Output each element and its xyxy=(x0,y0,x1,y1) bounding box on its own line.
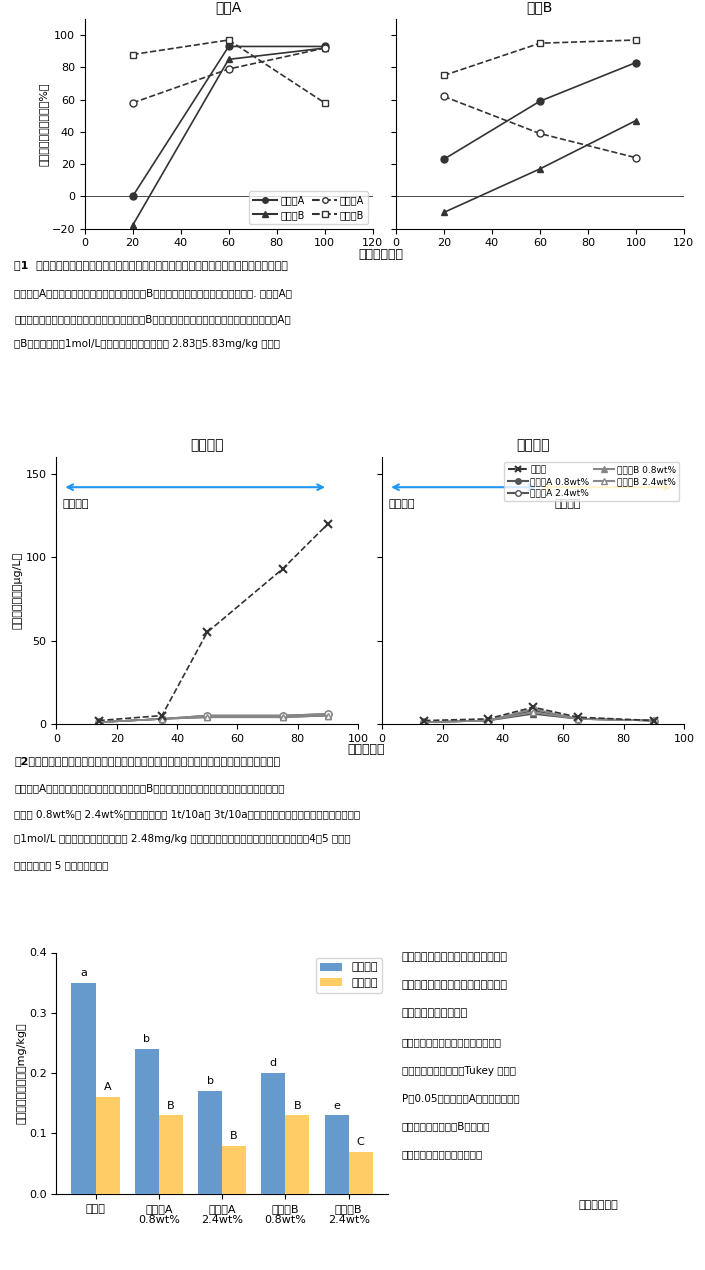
Bar xyxy=(159,1115,183,1194)
Text: B: B xyxy=(167,1101,175,1110)
Y-axis label: 玄米無機ヒ素濃度（mg/kg）: 玄米無機ヒ素濃度（mg/kg） xyxy=(16,1022,26,1124)
Text: 副産物Aは使用済スチールショット、副産物Bはスチールショット製造時の副産物。施用量で: 副産物Aは使用済スチールショット、副産物Bはスチールショット製造時の副産物。施用… xyxy=(14,784,285,794)
Text: B: B xyxy=(293,1101,301,1110)
Text: b: b xyxy=(143,1034,150,1044)
Text: 酸化鉄を主成分とする市販含鉄資材、市販品Bは金属鉄を主成分とする市販含鉄資材。土壌A、: 酸化鉄を主成分とする市販含鉄資材、市販品Bは金属鉄を主成分とする市販含鉄資材。土… xyxy=(14,314,291,324)
Y-axis label: 溶存ヒ素濃度低減率（%）: 溶存ヒ素濃度低減率（%） xyxy=(39,83,49,165)
Bar xyxy=(135,1049,159,1194)
Text: 移植後日数: 移植後日数 xyxy=(348,743,386,756)
Legend: 無施用, 副産物A 0.8wt%, 副産物A 2.4wt%, 副産物B 0.8wt%, 副産物B 2.4wt%: 無施用, 副産物A 0.8wt%, 副産物A 2.4wt%, 副産物B 0.8w… xyxy=(504,462,680,502)
Y-axis label: 溶存ヒ素濃度（µg/L）: 溶存ヒ素濃度（µg/L） xyxy=(13,552,23,629)
Legend: 湛水栽培, 節水栽培: 湛水栽培, 節水栽培 xyxy=(316,958,382,992)
Text: e: e xyxy=(333,1101,340,1110)
Text: 1mol/L 塩酸可溶ヒ素をそれぞれ 2.48mg/kg 含む。節水栽培の節水期間は、土壌乾燥（4〜5 日間）: 1mol/L 塩酸可溶ヒ素をそれぞれ 2.48mg/kg 含む。節水栽培の節水期… xyxy=(14,834,350,845)
Text: A: A xyxy=(104,1082,111,1092)
Text: 副産物Aは使用済スチールショット、副産物Bはスチールショット製造時の副産物. 市販品Aは: 副産物Aは使用済スチールショット、副産物Bはスチールショット製造時の副産物. 市… xyxy=(14,288,292,298)
Text: 間は有意な差を示す（Tukey 検定、: 間は有意な差を示す（Tukey 検定、 xyxy=(402,1066,516,1076)
Text: 湛水期間: 湛水期間 xyxy=(63,499,89,509)
Text: （須田碧海）: （須田碧海） xyxy=(578,1200,618,1210)
Text: 同じ水管理において異なる英文字: 同じ水管理において異なる英文字 xyxy=(402,1038,502,1048)
Text: P＜0.05）。副産物Aは使用済スチー: P＜0.05）。副産物Aは使用済スチー xyxy=(402,1093,520,1104)
Title: 湛水栽培: 湛水栽培 xyxy=(190,438,224,452)
Text: 素濃度に対する含鉄副産物の施用効: 素濃度に対する含鉄副産物の施用効 xyxy=(402,980,508,991)
Text: 節水期間: 節水期間 xyxy=(554,499,581,509)
Bar xyxy=(349,1152,373,1194)
Text: と再湛水を 5 回繰り返した。: と再湛水を 5 回繰り返した。 xyxy=(14,860,109,870)
Text: C: C xyxy=(357,1137,364,1147)
Text: 図３　各水管理における玄米無機ヒ: 図３ 各水管理における玄米無機ヒ xyxy=(402,952,508,963)
Text: 湛水培養日数: 湛水培養日数 xyxy=(358,248,403,260)
Bar xyxy=(222,1146,246,1194)
Bar xyxy=(324,1115,349,1194)
Text: d: d xyxy=(270,1058,277,1068)
Bar xyxy=(262,1073,286,1194)
Bar xyxy=(71,983,95,1194)
Text: Bは低地土で、1mol/L塩酸可溶ヒ素をそれぞれ 2.83、5.83mg/kg 含む。: Bは低地土で、1mol/L塩酸可溶ヒ素をそれぞれ 2.83、5.83mg/kg … xyxy=(14,339,280,349)
Title: 土壌A: 土壌A xyxy=(216,0,242,14)
Text: 図2　各水管理における溶存ヒ素濃度に対する含鉄副産物の施用効果（ポット栽培試験）: 図2 各水管理における溶存ヒ素濃度に対する含鉄副産物の施用効果（ポット栽培試験） xyxy=(14,756,280,766)
Text: 図1  市販含鉄資材と含鉄副産物の施用による溶存ヒ素濃度低減効果（湛水土壌培養試験）: 図1 市販含鉄資材と含鉄副産物の施用による溶存ヒ素濃度低減効果（湛水土壌培養試験… xyxy=(14,260,288,271)
Text: 果（ポット栽培試験）: 果（ポット栽培試験） xyxy=(402,1008,468,1019)
Text: ルショット、副産物Bはスチー: ルショット、副産物Bはスチー xyxy=(402,1121,490,1132)
Text: a: a xyxy=(80,968,87,978)
Text: b: b xyxy=(207,1077,214,1086)
Legend: 副産物A, 副産物B, 市販品A, 市販品B: 副産物A, 副産物B, 市販品A, 市販品B xyxy=(249,190,368,224)
Bar xyxy=(95,1097,120,1194)
Text: ルショット製造時の副産物。: ルショット製造時の副産物。 xyxy=(402,1149,483,1160)
Text: 湛水期間: 湛水期間 xyxy=(388,499,415,509)
Title: 節水栽培: 節水栽培 xyxy=(516,438,550,452)
Bar xyxy=(198,1091,222,1194)
Text: B: B xyxy=(231,1130,238,1140)
Text: ある 0.8wt%と 2.4wt%は、それぞれ約 1t/10aと 3t/10aに相当する。使用した土壌は低地土で、: ある 0.8wt%と 2.4wt%は、それぞれ約 1t/10aと 3t/10aに… xyxy=(14,809,360,819)
Title: 土壌B: 土壌B xyxy=(527,0,553,14)
Bar xyxy=(286,1115,309,1194)
